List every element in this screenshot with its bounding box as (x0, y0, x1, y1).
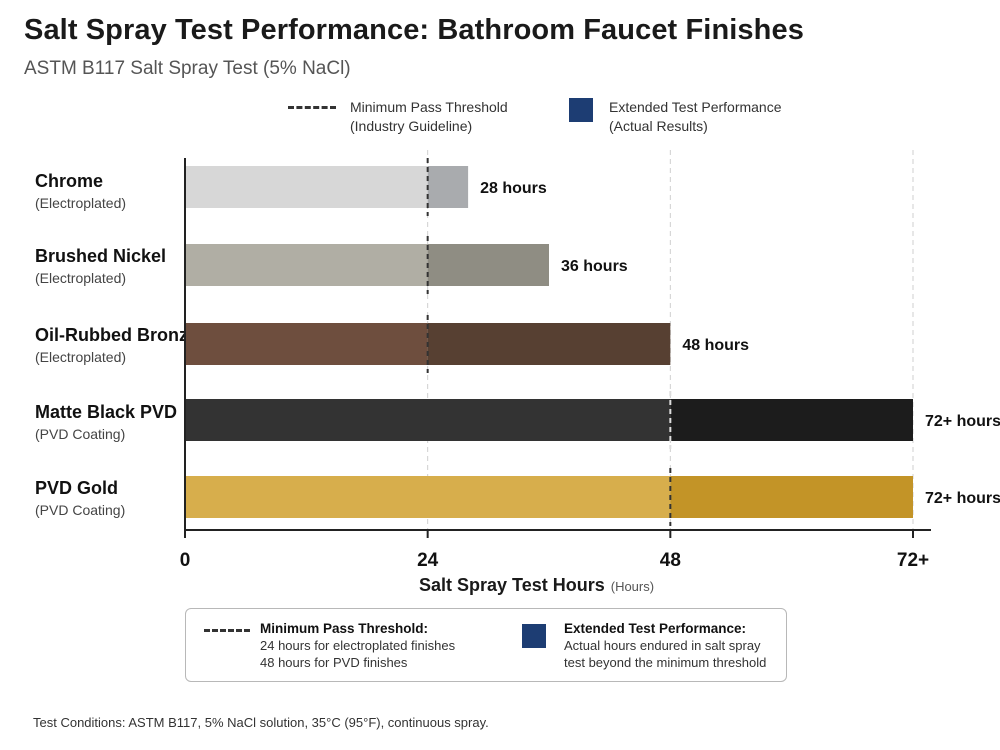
category-label-matte-black-pvd: Matte Black PVD (PVD Coating) (35, 402, 177, 442)
category-name: Matte Black PVD (35, 402, 178, 422)
test-conditions-footnote: Test Conditions: ASTM B117, 5% NaCl solu… (33, 715, 489, 730)
bar-extended-segment (427, 244, 549, 286)
legend-threshold-name: Minimum Pass Threshold (350, 99, 508, 115)
notes-extended-title: Extended Test Performance: (564, 621, 747, 636)
notes-threshold-text: Minimum Pass Threshold: 24 hours for ele… (260, 620, 455, 671)
category-sub: (Electroplated) (35, 349, 127, 365)
bar-base-segment (185, 244, 428, 286)
category-name: Brushed Nickel (35, 246, 167, 266)
category-label-oil-rubbed-bronze: Oil-Rubbed Bronze (Electroplated) (35, 325, 198, 365)
bar-value-label: 36 hours (561, 258, 628, 275)
bar-extended-segment (670, 476, 913, 518)
category-name: Chrome (35, 171, 104, 191)
bar-extended-segment (427, 323, 671, 365)
category-name: PVD Gold (35, 478, 119, 498)
bar-value-label: 72+ hours (925, 490, 1000, 507)
category-sub: (Electroplated) (35, 270, 127, 286)
x-axis-label: Salt Spray Test Hours (419, 575, 605, 595)
legend-notes-box: Minimum Pass Threshold: 24 hours for ele… (185, 608, 787, 682)
bar-base-segment (185, 323, 428, 365)
legend-extended-swatch (569, 98, 593, 122)
notes-extended-swatch (522, 624, 546, 648)
bar-extended-segment (427, 166, 469, 208)
notes-threshold-title: Minimum Pass Threshold: (260, 621, 429, 636)
chart-subtitle: ASTM B117 Salt Spray Test (5% NaCl) (24, 58, 351, 79)
category-sub: (PVD Coating) (35, 502, 126, 518)
chart-title: Salt Spray Test Performance: Bathroom Fa… (24, 14, 804, 46)
bar-value-label: 28 hours (480, 180, 547, 197)
notes-extended-line: Actual hours endured in salt spray (564, 638, 761, 653)
category-sub: (PVD Coating) (35, 426, 126, 442)
bar-base-segment (185, 399, 671, 441)
bar-base-segment (185, 476, 671, 518)
category-label-pvd-gold: PVD Gold (PVD Coating) (35, 478, 125, 518)
legend-extended-sub: (Actual Results) (609, 118, 708, 134)
x-axis-title: Salt Spray Test Hours (Hours) (419, 575, 654, 596)
legend-threshold-sub: (Industry Guideline) (350, 118, 473, 134)
x-tick-label: 48 (660, 550, 681, 571)
legend-threshold-dash (288, 106, 336, 109)
x-axis-unit: (Hours) (610, 579, 655, 594)
category-sub: (Electroplated) (35, 195, 127, 211)
notes-threshold-line: 48 hours for PVD finishes (260, 655, 408, 670)
category-label-brushed-nickel: Brushed Nickel (Electroplated) (35, 246, 166, 286)
x-tick-label: 24 (417, 550, 439, 571)
category-label-chrome: Chrome (Electroplated) (35, 171, 126, 211)
legend-extended-name: Extended Test Performance (609, 99, 782, 115)
legend-threshold-text: Minimum Pass Threshold (Industry Guideli… (350, 98, 508, 136)
notes-threshold-line: 24 hours for electroplated finishes (260, 638, 456, 653)
x-tick-label: 72+ (897, 550, 929, 571)
notes-threshold-dash (204, 629, 250, 632)
x-tick-label: 0 (180, 550, 191, 571)
legend-extended-text: Extended Test Performance (Actual Result… (609, 98, 782, 136)
bar-value-label: 72+ hours (925, 413, 1000, 430)
notes-extended-text: Extended Test Performance: Actual hours … (564, 620, 766, 671)
bar-value-label: 48 hours (682, 337, 749, 354)
bar-extended-segment (670, 399, 913, 441)
bar-base-segment (185, 166, 428, 208)
category-name: Oil-Rubbed Bronze (35, 325, 198, 345)
notes-extended-line: test beyond the minimum threshold (564, 655, 767, 670)
